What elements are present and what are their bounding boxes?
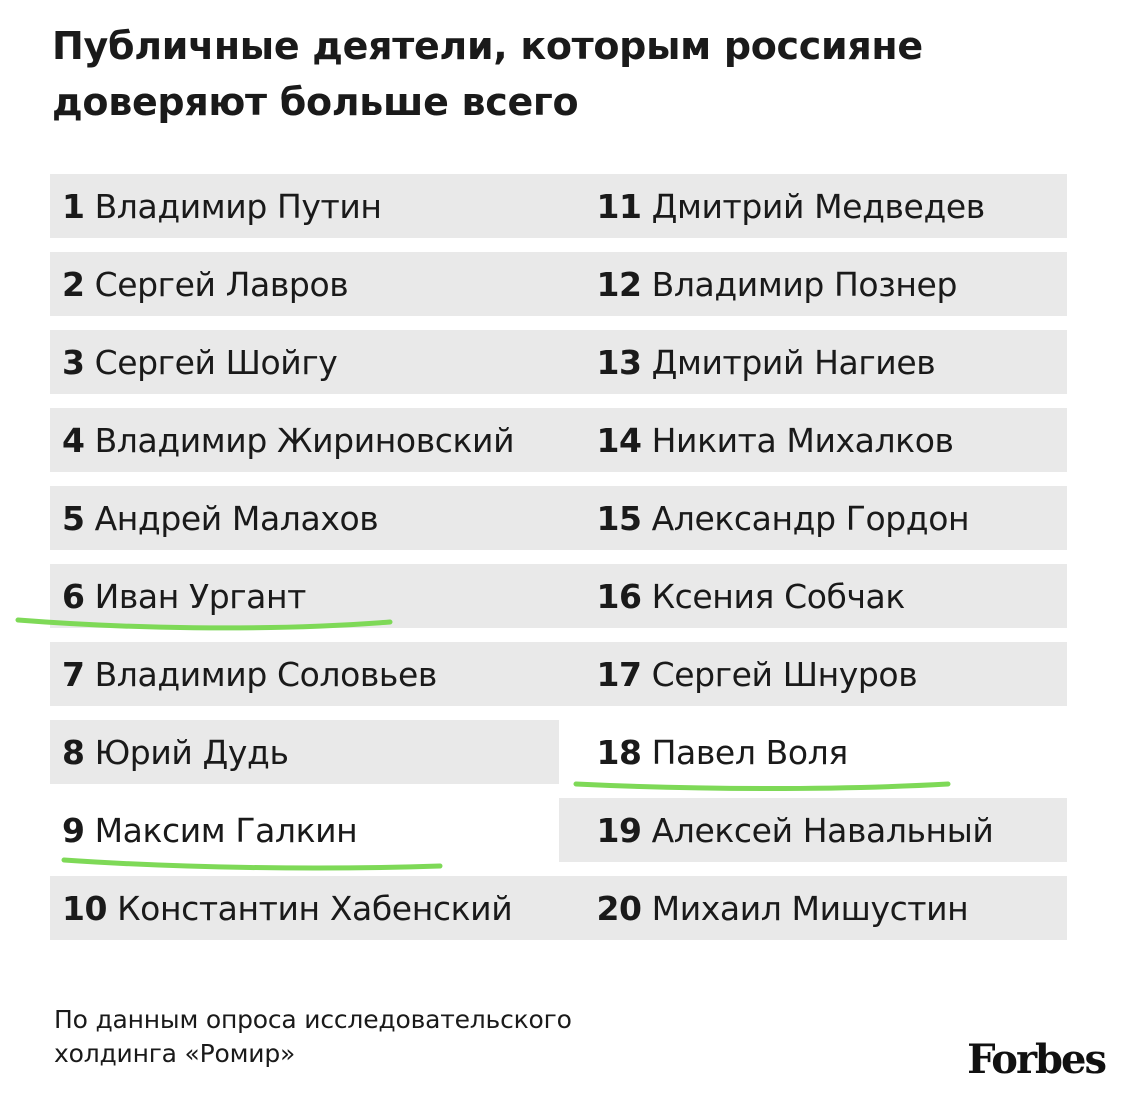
person-name: Дмитрий Нагиев: [651, 342, 936, 382]
list-item-highlighted: 6 Иван Ургант: [50, 564, 559, 628]
list-item: 15 Александр Гордон: [558, 486, 1067, 550]
person-name: Сергей Лавров: [94, 264, 349, 304]
list-item: 5 Андрей Малахов: [50, 486, 559, 550]
list-item: 16 Ксения Собчак: [558, 564, 1067, 628]
person-name: Сергей Шойгу: [94, 342, 338, 382]
person-name: Иван Ургант: [94, 576, 307, 616]
list-item: 4 Владимир Жириновский: [50, 408, 559, 472]
ranking-grid: 1 Владимир Путин 11 Дмитрий Медведев 2 С…: [50, 174, 1067, 948]
source-line-1: По данным опроса исследовательского: [54, 1005, 572, 1034]
rank-number: 7: [62, 654, 85, 694]
rank-number: 15: [596, 498, 643, 538]
list-item: 7 Владимир Соловьев: [50, 642, 559, 706]
list-item: 17 Сергей Шнуров: [558, 642, 1067, 706]
rank-number: 19: [596, 810, 643, 850]
person-name: Сергей Шнуров: [651, 654, 918, 694]
list-item: 12 Владимир Познер: [558, 252, 1067, 316]
rank-number: 6: [62, 576, 85, 616]
rank-number: 3: [62, 342, 85, 382]
list-item: 19 Алексей Навальный: [558, 798, 1067, 862]
list-item: 13 Дмитрий Нагиев: [558, 330, 1067, 394]
list-item: 10 Константин Хабенский: [50, 876, 559, 940]
person-name: Владимир Соловьев: [94, 654, 438, 694]
rank-number: 10: [62, 888, 108, 928]
rank-number: 12: [596, 264, 643, 304]
rank-number: 9: [62, 810, 85, 850]
person-name: Ксения Собчак: [651, 576, 906, 616]
rank-number: 1: [62, 186, 85, 226]
list-item: 11 Дмитрий Медведев: [558, 174, 1067, 238]
list-item: 1 Владимир Путин: [50, 174, 559, 238]
list-item: 3 Сергей Шойгу: [50, 330, 559, 394]
list-item: 20 Михаил Мишустин: [558, 876, 1067, 940]
rank-number: 20: [596, 888, 643, 928]
person-name: Константин Хабенский: [117, 888, 513, 928]
rank-number: 18: [596, 732, 643, 772]
source-line-2: холдинга «Ромир»: [54, 1039, 296, 1068]
person-name: Никита Михалков: [651, 420, 954, 460]
person-name: Юрий Дудь: [94, 732, 289, 772]
list-item: 14 Никита Михалков: [558, 408, 1067, 472]
rank-number: 11: [596, 186, 643, 226]
forbes-logo: Forbes: [967, 1036, 1107, 1083]
source-note: По данным опроса исследовательского холд…: [54, 1003, 572, 1071]
person-name: Алексей Навальный: [651, 810, 994, 850]
list-item: 2 Сергей Лавров: [50, 252, 559, 316]
person-name: Александр Гордон: [651, 498, 970, 538]
person-name: Михаил Мишустин: [651, 888, 969, 928]
person-name: Владимир Путин: [94, 186, 382, 226]
rank-number: 2: [62, 264, 85, 304]
rank-number: 17: [596, 654, 643, 694]
person-name: Максим Галкин: [94, 810, 358, 850]
rank-number: 8: [62, 732, 85, 772]
list-item-highlighted: 9 Максим Галкин: [50, 798, 559, 862]
list-item-highlighted: 18 Павел Воля: [559, 720, 1068, 784]
rank-number: 4: [62, 420, 85, 460]
page-title: Публичные деятели, которым россияне дове…: [52, 24, 923, 124]
person-name: Дмитрий Медведев: [651, 186, 986, 226]
person-name: Павел Воля: [651, 732, 849, 772]
rank-number: 5: [62, 498, 85, 538]
rank-number: 16: [596, 576, 643, 616]
person-name: Владимир Жириновский: [94, 420, 515, 460]
rank-number: 14: [596, 420, 643, 460]
person-name: Владимир Познер: [651, 264, 958, 304]
rank-number: 13: [596, 342, 643, 382]
list-item: 8 Юрий Дудь: [50, 720, 559, 784]
person-name: Андрей Малахов: [94, 498, 379, 538]
